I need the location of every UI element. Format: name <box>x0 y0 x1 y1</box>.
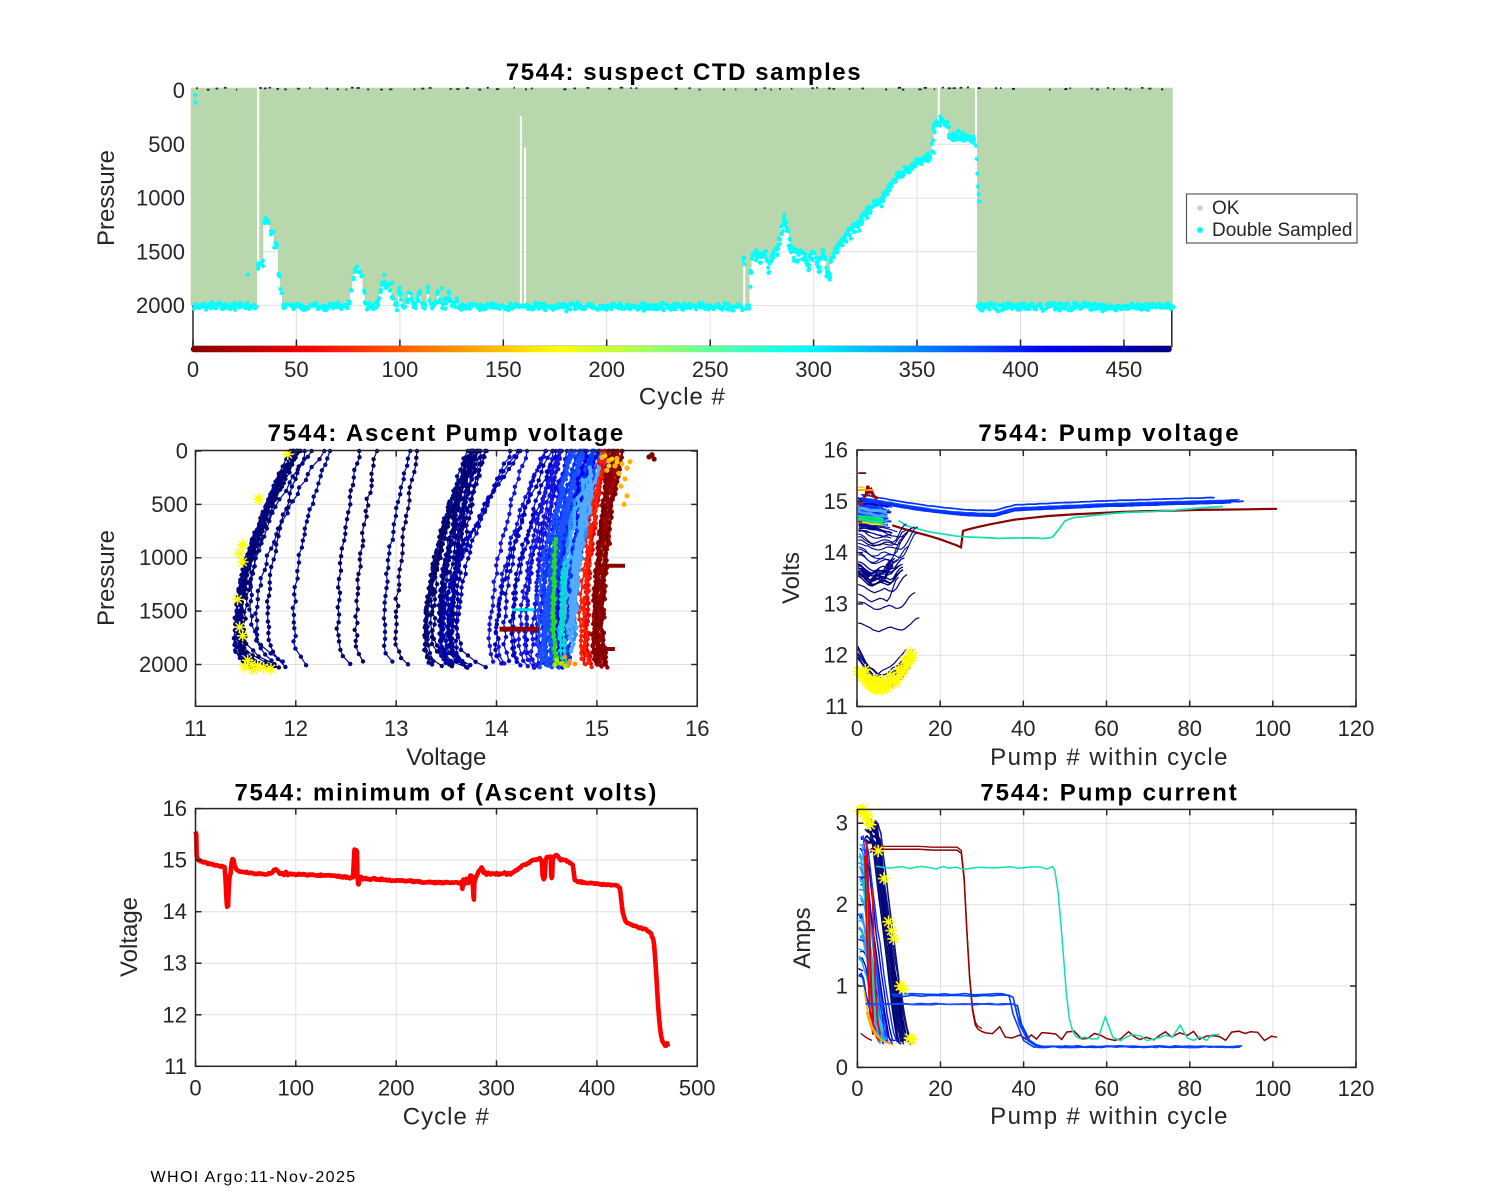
svg-text:300: 300 <box>478 1076 515 1101</box>
svg-text:Cycle #: Cycle # <box>403 1104 490 1131</box>
svg-text:40: 40 <box>1011 1076 1035 1101</box>
svg-text:1000: 1000 <box>139 545 188 570</box>
svg-text:Pressure: Pressure <box>93 150 120 246</box>
svg-text:200: 200 <box>378 1076 415 1101</box>
svg-text:100: 100 <box>277 1076 314 1101</box>
svg-text:Voltage: Voltage <box>116 897 143 977</box>
svg-text:0: 0 <box>851 1076 863 1101</box>
svg-text:60: 60 <box>1094 1076 1118 1101</box>
svg-text:350: 350 <box>899 357 936 382</box>
svg-text:13: 13 <box>824 591 848 616</box>
svg-text:150: 150 <box>485 357 522 382</box>
svg-text:WHOI Argo:11-Nov-2025: WHOI Argo:11-Nov-2025 <box>151 1169 357 1186</box>
svg-text:0: 0 <box>176 439 188 464</box>
svg-text:100: 100 <box>382 357 419 382</box>
svg-text:1000: 1000 <box>136 186 185 211</box>
svg-text:15: 15 <box>163 848 187 873</box>
svg-text:7544: minimum of (Ascent volts: 7544: minimum of (Ascent volts) <box>234 780 658 807</box>
svg-text:0: 0 <box>187 357 199 382</box>
svg-text:20: 20 <box>928 716 952 741</box>
svg-text:16: 16 <box>685 716 709 741</box>
svg-text:12: 12 <box>284 716 308 741</box>
svg-text:0: 0 <box>189 1076 201 1101</box>
svg-text:7544: suspect CTD samples: 7544: suspect CTD samples <box>506 59 862 86</box>
svg-text:Amps: Amps <box>789 907 816 968</box>
svg-text:13: 13 <box>163 951 187 976</box>
svg-text:15: 15 <box>585 716 609 741</box>
svg-text:1: 1 <box>836 974 848 999</box>
svg-text:Pump # within cycle: Pump # within cycle <box>990 1103 1229 1130</box>
svg-text:7544: Pump voltage: 7544: Pump voltage <box>978 420 1240 447</box>
svg-text:7544: Ascent Pump voltage: 7544: Ascent Pump voltage <box>268 420 625 447</box>
svg-text:OK: OK <box>1212 198 1240 219</box>
svg-text:14: 14 <box>484 716 508 741</box>
svg-text:12: 12 <box>824 643 848 668</box>
svg-text:2: 2 <box>836 892 848 917</box>
svg-text:11: 11 <box>164 1054 187 1079</box>
svg-text:500: 500 <box>679 1076 716 1101</box>
svg-text:2000: 2000 <box>136 293 185 318</box>
svg-text:0: 0 <box>851 716 863 741</box>
svg-text:3: 3 <box>836 811 848 836</box>
svg-text:100: 100 <box>1254 716 1291 741</box>
svg-text:11: 11 <box>184 716 207 741</box>
svg-text:50: 50 <box>284 357 308 382</box>
svg-text:300: 300 <box>795 357 832 382</box>
svg-text:15: 15 <box>824 489 848 514</box>
svg-text:500: 500 <box>148 132 185 157</box>
svg-text:16: 16 <box>163 796 187 821</box>
svg-text:450: 450 <box>1106 357 1143 382</box>
svg-text:Double Sampled: Double Sampled <box>1212 220 1352 241</box>
svg-text:0: 0 <box>173 78 185 103</box>
svg-text:16: 16 <box>824 438 848 463</box>
svg-text:120: 120 <box>1338 1076 1375 1101</box>
svg-text:11: 11 <box>825 694 848 719</box>
svg-text:120: 120 <box>1338 716 1375 741</box>
svg-text:14: 14 <box>824 540 848 565</box>
svg-text:13: 13 <box>384 716 408 741</box>
svg-text:14: 14 <box>163 899 187 924</box>
svg-text:1500: 1500 <box>136 239 185 264</box>
svg-text:Cycle #: Cycle # <box>639 384 726 411</box>
svg-text:Pump # within cycle: Pump # within cycle <box>990 744 1229 771</box>
svg-text:400: 400 <box>1002 357 1039 382</box>
svg-text:0: 0 <box>836 1055 848 1080</box>
svg-text:500: 500 <box>151 492 188 517</box>
svg-text:1500: 1500 <box>139 599 188 624</box>
svg-text:60: 60 <box>1094 716 1118 741</box>
svg-text:Volts: Volts <box>778 552 805 604</box>
svg-text:7544: Pump current: 7544: Pump current <box>980 780 1238 807</box>
svg-text:20: 20 <box>928 1076 952 1101</box>
svg-text:12: 12 <box>163 1002 187 1027</box>
svg-text:400: 400 <box>579 1076 616 1101</box>
svg-text:2000: 2000 <box>139 652 188 677</box>
svg-text:250: 250 <box>692 357 729 382</box>
svg-text:80: 80 <box>1177 716 1201 741</box>
svg-text:40: 40 <box>1011 716 1035 741</box>
svg-text:80: 80 <box>1178 1076 1202 1101</box>
svg-text:200: 200 <box>588 357 625 382</box>
svg-text:Pressure: Pressure <box>93 530 120 626</box>
svg-text:100: 100 <box>1255 1076 1292 1101</box>
svg-text:Voltage: Voltage <box>406 744 486 771</box>
